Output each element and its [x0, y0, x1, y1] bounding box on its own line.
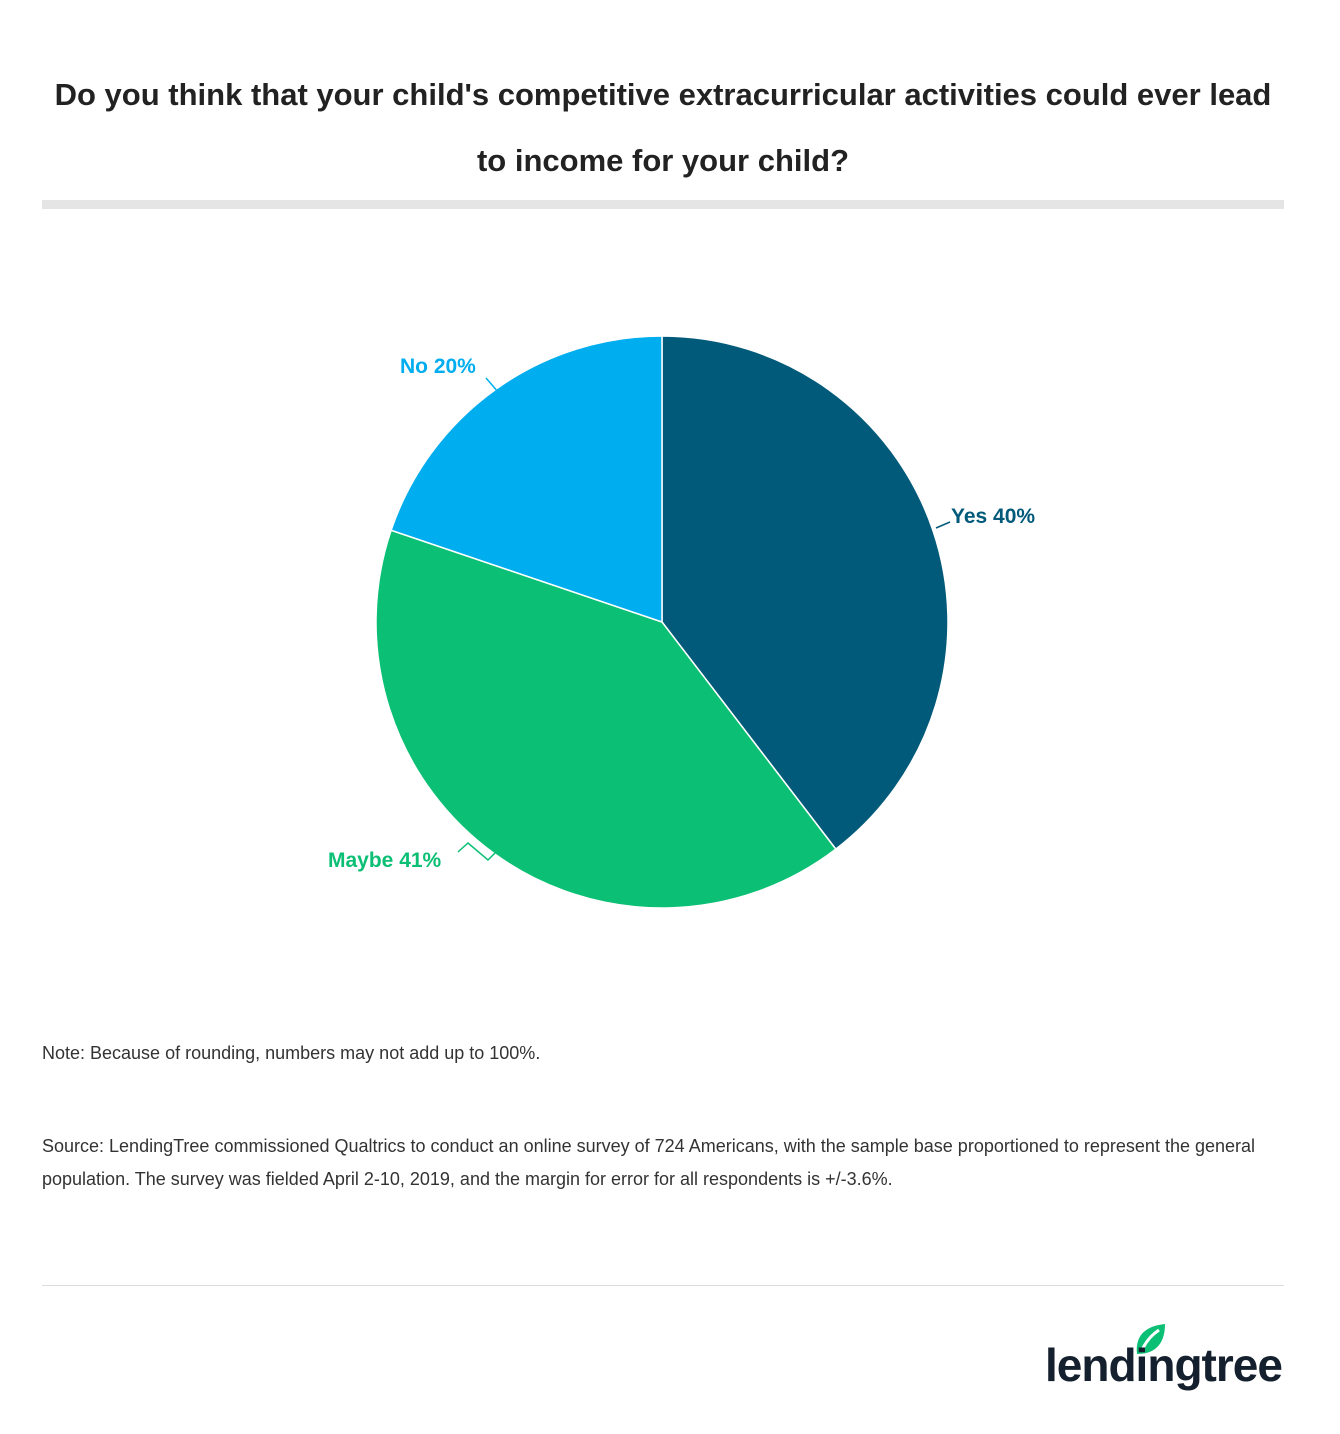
leader-line-yes: [935, 521, 951, 529]
footer-divider: [42, 1285, 1284, 1286]
lendingtree-logo: lendingtree: [1045, 1322, 1285, 1394]
slice-label-no: No 20%: [400, 355, 476, 378]
chart-source: Source: LendingTree commissioned Qualtri…: [42, 1136, 1256, 1189]
chart-title: Do you think that your child's competiti…: [54, 77, 1272, 178]
chart-note: Note: Because of rounding, numbers may n…: [42, 1043, 541, 1063]
title-divider: [42, 200, 1284, 209]
logo-text: lendingtree: [1045, 1339, 1283, 1391]
pie-slice-maybe: [375, 529, 837, 909]
leaf-icon: [1136, 1324, 1165, 1354]
leader-line-no: [485, 377, 506, 401]
slice-label-maybe: Maybe 41%: [328, 849, 442, 872]
slice-label-yes: Yes 40%: [951, 505, 1036, 528]
pie-slice-yes: [661, 335, 949, 851]
leader-line-maybe: [457, 842, 496, 862]
pie-chart: [375, 335, 951, 909]
